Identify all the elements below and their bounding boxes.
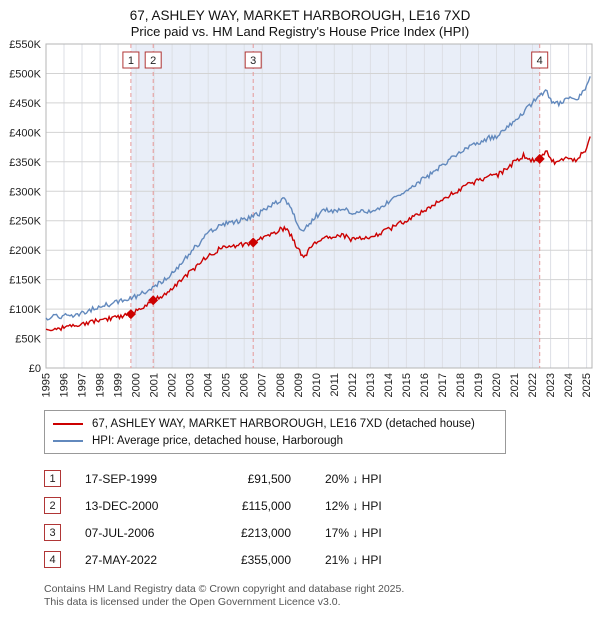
license-line-2: This data is licensed under the Open Gov… — [44, 596, 341, 608]
sale-date: 27-MAY-2022 — [85, 552, 158, 567]
svg-text:2023: 2023 — [545, 373, 557, 397]
sale-hpi-delta: 17% ↓ HPI — [325, 525, 382, 540]
svg-text:2: 2 — [150, 55, 156, 67]
svg-text:2018: 2018 — [455, 373, 467, 397]
svg-text:2014: 2014 — [383, 373, 395, 397]
sale-price: £91,500 — [247, 471, 291, 486]
svg-text:1995: 1995 — [41, 373, 53, 397]
svg-text:£200K: £200K — [9, 245, 41, 257]
svg-text:£50K: £50K — [15, 334, 41, 346]
sale-date: 17-SEP-1999 — [85, 471, 158, 486]
svg-text:2005: 2005 — [221, 373, 233, 397]
svg-text:2024: 2024 — [563, 373, 575, 397]
legend-label-hpi: HPI: Average price, detached house, Harb… — [92, 434, 344, 447]
svg-text:1998: 1998 — [95, 373, 107, 397]
svg-text:2008: 2008 — [275, 373, 287, 397]
svg-text:2015: 2015 — [401, 373, 413, 397]
sale-date: 07-JUL-2006 — [85, 525, 155, 540]
svg-text:1997: 1997 — [77, 373, 89, 397]
svg-text:1: 1 — [128, 55, 134, 67]
svg-text:1996: 1996 — [59, 373, 71, 397]
svg-text:2022: 2022 — [527, 373, 539, 397]
svg-text:2020: 2020 — [491, 373, 503, 397]
svg-text:£150K: £150K — [9, 275, 41, 287]
svg-text:£300K: £300K — [9, 186, 41, 198]
svg-text:2017: 2017 — [437, 373, 449, 397]
table-row: 2 13-DEC-2000 £115,000 12% ↓ HPI — [44, 492, 600, 519]
svg-text:2021: 2021 — [509, 373, 521, 397]
svg-text:£500K: £500K — [9, 69, 41, 81]
sales-table: 1 17-SEP-1999 £91,500 20% ↓ HPI 2 13-DEC… — [44, 465, 600, 573]
sale-price: £115,000 — [241, 498, 291, 513]
license-line-1: Contains HM Land Registry data © Crown c… — [44, 583, 405, 595]
svg-text:£250K: £250K — [9, 216, 41, 228]
page-subtitle: Price paid vs. HM Land Registry's House … — [130, 24, 470, 39]
svg-text:2000: 2000 — [131, 373, 143, 397]
sale-number-badge: 1 — [44, 470, 61, 487]
svg-text:2025: 2025 — [581, 373, 593, 397]
svg-text:2006: 2006 — [239, 373, 251, 397]
svg-text:£0: £0 — [29, 363, 41, 375]
legend-swatch-property — [53, 422, 83, 425]
svg-text:4: 4 — [537, 55, 543, 67]
license-footer: Contains HM Land Registry data © Crown c… — [44, 583, 600, 609]
svg-text:£100K: £100K — [9, 304, 41, 316]
svg-text:2013: 2013 — [365, 373, 377, 397]
chart-legend: 67, ASHLEY WAY, MARKET HARBOROUGH, LE16 … — [44, 410, 506, 454]
sale-hpi-delta: 12% ↓ HPI — [325, 498, 382, 513]
legend-item-property: 67, ASHLEY WAY, MARKET HARBOROUGH, LE16 … — [53, 415, 497, 432]
table-row: 4 27-MAY-2022 £355,000 21% ↓ HPI — [44, 546, 600, 573]
sale-price: £213,000 — [240, 525, 291, 540]
svg-text:2003: 2003 — [185, 373, 197, 397]
svg-text:£400K: £400K — [9, 127, 41, 139]
svg-text:2009: 2009 — [293, 373, 305, 397]
page-title: 67, ASHLEY WAY, MARKET HARBOROUGH, LE16 … — [129, 8, 471, 23]
svg-text:£350K: £350K — [9, 157, 41, 169]
svg-text:2011: 2011 — [329, 373, 341, 397]
svg-text:2019: 2019 — [473, 373, 485, 397]
sale-price: £355,000 — [240, 552, 291, 567]
sale-hpi-delta: 21% ↓ HPI — [325, 552, 382, 567]
table-row: 3 07-JUL-2006 £213,000 17% ↓ HPI — [44, 519, 600, 546]
svg-text:1999: 1999 — [113, 373, 125, 397]
svg-text:2004: 2004 — [203, 373, 215, 397]
sale-hpi-delta: 20% ↓ HPI — [325, 471, 382, 486]
svg-text:£550K: £550K — [9, 40, 41, 51]
sale-number-badge: 3 — [44, 524, 61, 541]
svg-text:2007: 2007 — [257, 373, 269, 397]
legend-swatch-hpi — [53, 439, 83, 442]
svg-text:£450K: £450K — [9, 98, 41, 110]
legend-label-property: 67, ASHLEY WAY, MARKET HARBOROUGH, LE16 … — [92, 417, 475, 430]
sale-number-badge: 4 — [44, 551, 61, 568]
sale-date: 13-DEC-2000 — [85, 498, 159, 513]
sale-number-badge: 2 — [44, 497, 61, 514]
legend-item-hpi: HPI: Average price, detached house, Harb… — [53, 432, 497, 449]
svg-text:2010: 2010 — [311, 373, 323, 397]
svg-text:2001: 2001 — [149, 373, 161, 397]
svg-text:3: 3 — [250, 55, 256, 67]
price-history-chart: 1995 1996 1997 1998 1999 2000 2001 2002 2003 2004… — [9, 40, 593, 397]
table-row: 1 17-SEP-1999 £91,500 20% ↓ HPI — [44, 465, 600, 492]
svg-text:2016: 2016 — [419, 373, 431, 397]
svg-text:2012: 2012 — [347, 373, 359, 397]
svg-text:2002: 2002 — [167, 373, 179, 397]
